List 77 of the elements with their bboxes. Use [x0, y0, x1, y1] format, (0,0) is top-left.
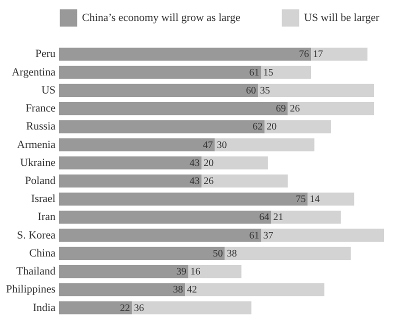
bar	[59, 246, 225, 260]
data-label: 76	[299, 49, 310, 60]
y-tick-label: India	[32, 302, 56, 314]
bar	[132, 301, 252, 314]
data-label: 62	[252, 122, 263, 133]
data-label: 37	[263, 230, 274, 242]
bar	[264, 120, 331, 134]
bar	[59, 192, 308, 206]
bar	[308, 192, 354, 206]
y-tick-label: US	[41, 84, 56, 96]
legend-label: China’s economy will grow as large	[82, 12, 240, 24]
bar	[59, 138, 215, 152]
data-label: 38	[226, 248, 237, 260]
data-label: 14	[310, 194, 320, 206]
y-tick-label: Poland	[24, 175, 56, 187]
bar	[202, 174, 288, 188]
data-label: 26	[204, 176, 214, 187]
bar	[202, 156, 268, 170]
bar	[59, 66, 262, 79]
bar	[59, 174, 202, 188]
data-label: 75	[296, 194, 306, 206]
bar	[59, 48, 312, 61]
legend-label: US will be larger	[304, 12, 380, 24]
data-label: 20	[266, 122, 277, 133]
data-label: 60	[246, 85, 256, 96]
bar	[311, 48, 368, 61]
y-tick-label: China	[29, 247, 56, 260]
bar	[214, 138, 314, 152]
y-tick-label: Russia	[26, 120, 56, 133]
data-label: 47	[202, 140, 213, 151]
data-label: 16	[190, 266, 200, 278]
bar	[59, 228, 262, 242]
bar	[288, 102, 374, 116]
data-label: 15	[263, 67, 274, 78]
bar	[59, 210, 272, 224]
data-label: 61	[249, 67, 260, 78]
data-label: 42	[187, 284, 198, 296]
bar	[261, 228, 384, 242]
bar	[59, 283, 186, 296]
bar	[59, 156, 202, 170]
data-label: 50	[212, 248, 223, 260]
data-label: 17	[313, 49, 324, 60]
data-label: 39	[176, 266, 186, 278]
data-label: 22	[120, 302, 130, 314]
y-tick-label: Israel	[31, 193, 56, 206]
y-tick-label: Philippines	[6, 284, 56, 296]
y-tick-label: S. Korea	[17, 229, 56, 242]
data-label: 64	[259, 212, 270, 224]
y-tick-label: France	[26, 102, 56, 115]
y-tick-label: Peru	[35, 48, 56, 60]
data-label: 26	[290, 104, 300, 115]
y-tick-label: Armenia	[17, 138, 56, 151]
bar	[59, 265, 188, 278]
data-label: 36	[134, 302, 144, 314]
data-label: 35	[260, 85, 270, 96]
bar	[258, 84, 374, 97]
data-label: 21	[273, 212, 284, 224]
bar	[185, 283, 324, 296]
data-label: 61	[249, 230, 260, 242]
data-label: 43	[190, 158, 200, 169]
y-tick-label: Ukraine	[20, 156, 56, 169]
data-label: 30	[216, 140, 227, 151]
y-tick-label: Argentina	[12, 66, 56, 78]
bar	[59, 120, 265, 134]
bar	[59, 84, 258, 97]
y-tick-label: Thailand	[16, 266, 56, 278]
bar	[188, 265, 242, 278]
y-tick-label: Iran	[38, 211, 56, 224]
bar	[261, 66, 312, 79]
data-label: 38	[173, 284, 184, 296]
bar	[59, 102, 288, 116]
bar	[59, 301, 132, 314]
bar	[224, 246, 351, 260]
data-label: 20	[204, 158, 214, 169]
data-label: 69	[276, 104, 286, 115]
bar	[271, 210, 341, 224]
data-label: 43	[190, 176, 200, 187]
